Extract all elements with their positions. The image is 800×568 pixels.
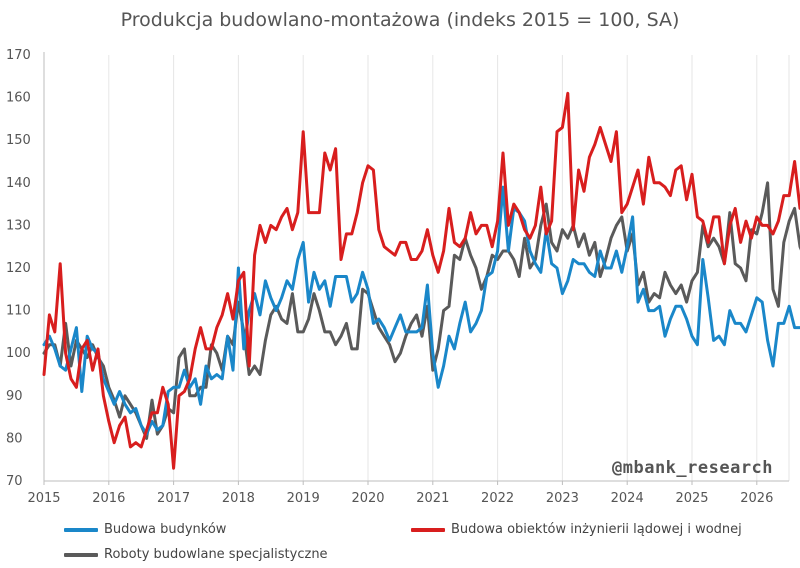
legend-item-roboty-specjalistyczne: Roboty budowlane specjalistyczne — [64, 547, 328, 562]
grid-lines — [108, 55, 790, 481]
legend-item-budowa-obiektow: Budowa obiektów inżynierii lądowej i wod… — [411, 522, 742, 537]
legend-swatch-roboty-specjalistyczne — [64, 552, 98, 557]
y-tick-label-70: 70 — [6, 474, 23, 489]
x-tick-label-2024: 2024 — [611, 491, 644, 506]
y-tick-label-120: 120 — [6, 261, 31, 276]
series-line-0 — [42, 185, 800, 436]
y-tick-label-130: 130 — [6, 218, 31, 233]
x-tick-label-2022: 2022 — [481, 491, 514, 506]
y-tick-label-110: 110 — [6, 304, 31, 319]
y-tick-label-100: 100 — [6, 346, 31, 361]
axes: 70 80 90 100 110 120 130 140 150 160 170 2015 2016 20… — [6, 48, 789, 506]
series-lines — [42, 91, 800, 470]
y-tick-label-90: 90 — [6, 389, 23, 404]
legend-swatch-budowa-budynkow — [64, 527, 98, 532]
x-tick-label-2026: 2026 — [740, 491, 773, 506]
series-line-1 — [42, 91, 800, 470]
x-tick-label-2021: 2021 — [416, 491, 449, 506]
y-tick-label-80: 80 — [6, 431, 23, 446]
x-tick-label-2019: 2019 — [287, 491, 320, 506]
legend-label-roboty-specjalistyczne: Roboty budowlane specjalistyczne — [104, 547, 328, 562]
watermark-text: @mbank_research — [612, 458, 774, 478]
series-line-2 — [42, 181, 800, 440]
x-tick-label-2016: 2016 — [92, 491, 125, 506]
y-tick-label-170: 170 — [6, 48, 31, 63]
x-tick-label-2018: 2018 — [222, 491, 255, 506]
legend-swatch-budowa-obiektow — [411, 527, 445, 532]
y-tick-label-140: 140 — [6, 176, 31, 191]
x-tick-label-2015: 2015 — [27, 491, 60, 506]
y-tick-label-160: 160 — [6, 91, 31, 106]
x-tick-label-2023: 2023 — [546, 491, 579, 506]
y-tick-label-150: 150 — [6, 133, 31, 148]
x-tick-label-2025: 2025 — [675, 491, 708, 506]
chart-title: Produkcja budowlano-montażowa (indeks 20… — [120, 9, 680, 31]
x-tick-label-2020: 2020 — [351, 491, 384, 506]
legend-label-budowa-obiektow: Budowa obiektów inżynierii lądowej i wod… — [451, 522, 742, 537]
legend-item-budowa-budynkow: Budowa budynków — [64, 522, 226, 537]
legend-label-budowa-budynkow: Budowa budynków — [104, 522, 227, 537]
x-tick-label-2017: 2017 — [157, 491, 190, 506]
